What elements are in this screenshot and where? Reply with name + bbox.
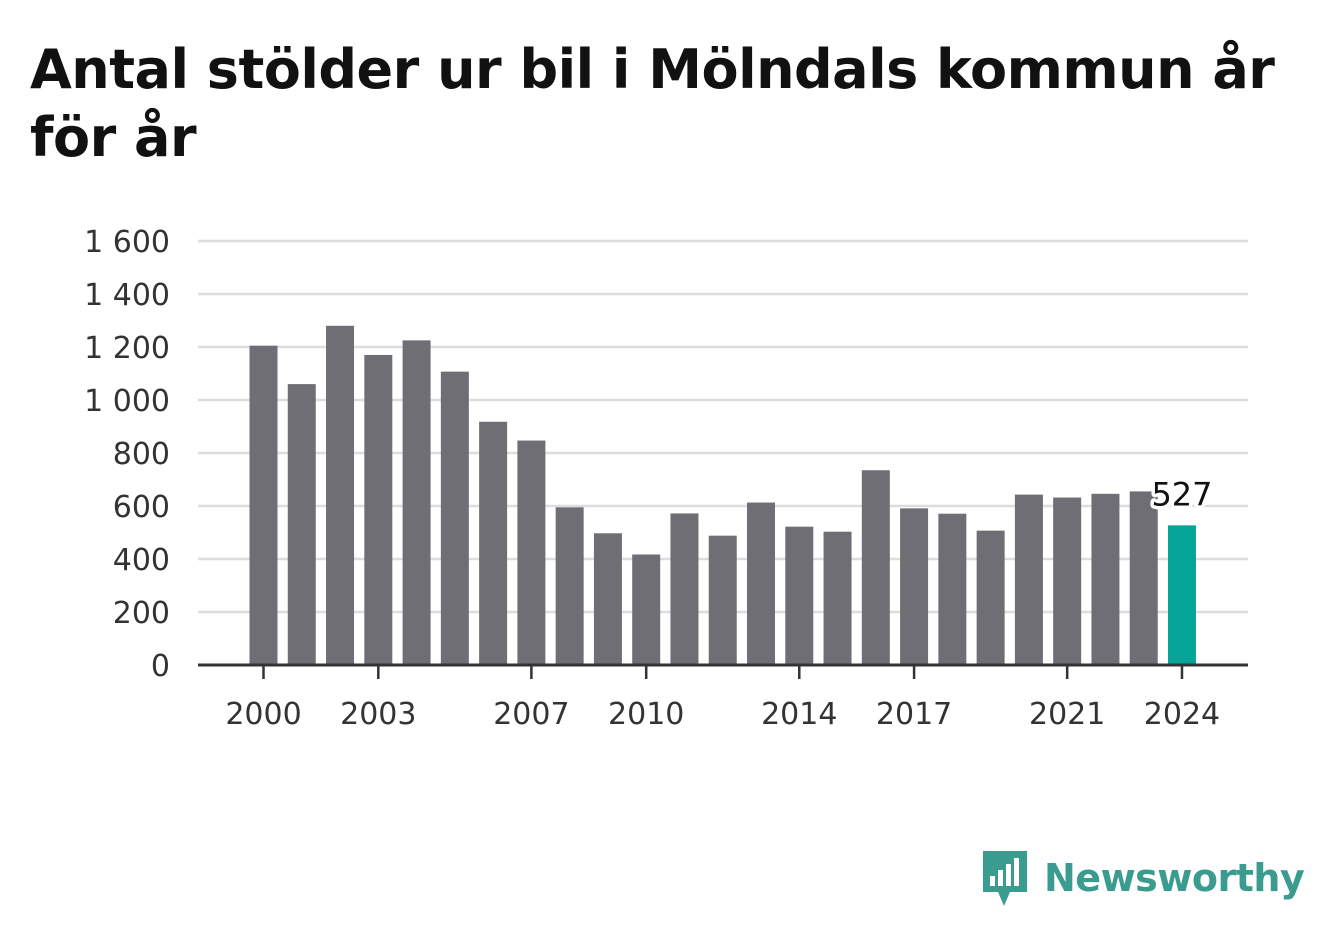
- newsworthy-logo: Newsworthy: [980, 848, 1305, 908]
- bar: [402, 340, 431, 665]
- y-tick-label: 400: [113, 543, 170, 578]
- y-tick-label: 800: [113, 437, 170, 472]
- y-tick-label: 200: [113, 596, 170, 631]
- data-labels: 527: [1148, 472, 1216, 517]
- y-tick-label: 1 200: [84, 331, 170, 366]
- bar: [479, 421, 508, 665]
- x-tick-label: 2000: [225, 697, 301, 732]
- x-tick-label: 2014: [761, 697, 837, 732]
- bar: [900, 508, 929, 665]
- bar: [632, 554, 661, 665]
- bar: [1053, 497, 1082, 665]
- bar-highlight: [1167, 525, 1196, 665]
- bar: [517, 440, 546, 665]
- y-axis: 0 200 400 600 800 1 000 1 200 1 400 1 600: [84, 225, 170, 684]
- bar: [747, 502, 776, 665]
- x-tick-label: 2003: [340, 697, 416, 732]
- bar: [555, 507, 584, 665]
- brand-name: Newsworthy: [1044, 856, 1305, 900]
- bars: [249, 325, 1196, 665]
- y-tick-label: 0: [151, 649, 170, 684]
- y-tick-label: 1 600: [84, 225, 170, 260]
- bar: [1014, 494, 1043, 665]
- bar: [938, 513, 967, 665]
- bar: [287, 384, 316, 665]
- bar: [249, 345, 278, 665]
- bar: [861, 470, 890, 665]
- bar: [593, 533, 622, 665]
- bar-chart-speech-bubble-icon: [983, 851, 1027, 906]
- y-tick-label: 1 000: [84, 384, 170, 419]
- bar: [1129, 491, 1158, 665]
- x-tick-label: 2010: [608, 697, 684, 732]
- bar: [670, 513, 699, 665]
- y-tick-label: 1 400: [84, 278, 170, 313]
- bar: [326, 325, 355, 665]
- bar: [976, 530, 1005, 665]
- x-tick-label: 2007: [493, 697, 569, 732]
- x-tick-label: 2017: [876, 697, 952, 732]
- chart-title: Antal stölder ur bil i Mölndals kommun å…: [30, 38, 1275, 169]
- x-tick-label: 2021: [1029, 697, 1105, 732]
- bar: [440, 371, 469, 665]
- bar: [823, 531, 852, 665]
- x-axis: 2000 2003 2007 2010 2014 2017 2021 2024: [198, 663, 1248, 732]
- bar: [785, 526, 814, 665]
- x-tick-label: 2024: [1144, 697, 1220, 732]
- bar: [364, 354, 393, 665]
- y-tick-label: 600: [113, 490, 170, 525]
- bar: [1091, 493, 1120, 665]
- value-label: 527: [1151, 475, 1212, 513]
- bar: [708, 535, 737, 665]
